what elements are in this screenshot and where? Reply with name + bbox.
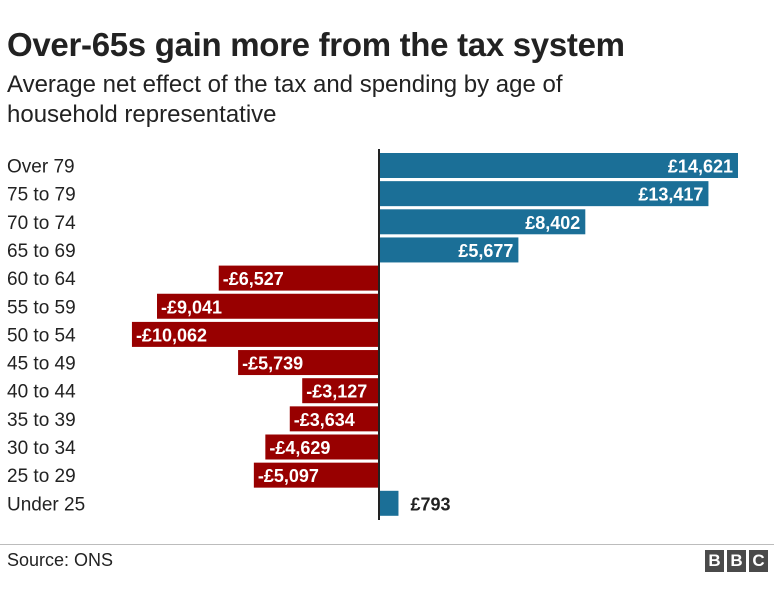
bar bbox=[157, 293, 379, 319]
data-label: £793 bbox=[410, 494, 450, 514]
data-label: £13,417 bbox=[638, 185, 703, 205]
category-label: 30 to 34 bbox=[7, 438, 76, 459]
category-label: 75 to 79 bbox=[7, 185, 76, 206]
chart-title: Over-65s gain more from the tax system bbox=[7, 26, 625, 63]
category-label: 60 to 64 bbox=[7, 269, 76, 290]
category-label: 65 to 69 bbox=[7, 241, 76, 262]
category-label: 40 to 44 bbox=[7, 382, 76, 403]
data-label: -£4,629 bbox=[269, 438, 330, 458]
category-label: 70 to 74 bbox=[7, 213, 76, 234]
bar bbox=[218, 265, 379, 291]
footer-divider bbox=[0, 544, 774, 545]
bbc-logo: B B C bbox=[705, 550, 768, 572]
bar bbox=[379, 181, 709, 207]
data-label: -£10,062 bbox=[136, 325, 207, 345]
data-label: -£9,041 bbox=[161, 297, 222, 317]
bar bbox=[253, 462, 379, 488]
category-label: 35 to 39 bbox=[7, 410, 76, 431]
category-label: 45 to 49 bbox=[7, 354, 76, 375]
bbc-logo-letter: B bbox=[727, 550, 746, 572]
chart-subtitle: Average net effect of the tax and spendi… bbox=[7, 71, 563, 128]
source-note: Source: ONS bbox=[7, 550, 114, 570]
data-label: -£6,527 bbox=[223, 269, 284, 289]
data-label: £8,402 bbox=[525, 213, 580, 233]
bar-chart: Over 79 £14,621 75 to 79 £13,417 70 to 74 £8,… bbox=[7, 149, 738, 520]
data-label: -£5,097 bbox=[258, 466, 319, 486]
data-label: -£5,739 bbox=[242, 354, 303, 374]
category-label: 55 to 59 bbox=[7, 297, 76, 318]
bar bbox=[238, 350, 379, 376]
bbc-logo-letter: B bbox=[705, 550, 724, 572]
category-label: 50 to 54 bbox=[7, 325, 76, 346]
bar bbox=[302, 378, 379, 404]
bar bbox=[379, 153, 738, 178]
bar bbox=[289, 406, 379, 432]
data-label: -£3,127 bbox=[306, 382, 367, 402]
bar bbox=[379, 209, 586, 235]
data-label: £5,677 bbox=[458, 241, 513, 261]
category-label: Over 79 bbox=[7, 157, 75, 178]
bar bbox=[265, 434, 379, 460]
data-label: -£3,634 bbox=[294, 410, 355, 430]
category-label: Under 25 bbox=[7, 494, 85, 515]
bar bbox=[379, 490, 399, 516]
bbc-logo-letter: C bbox=[749, 550, 768, 572]
bar bbox=[131, 321, 379, 347]
bar bbox=[379, 237, 519, 263]
category-label: 25 to 29 bbox=[7, 466, 76, 487]
data-label: £14,621 bbox=[668, 157, 733, 177]
